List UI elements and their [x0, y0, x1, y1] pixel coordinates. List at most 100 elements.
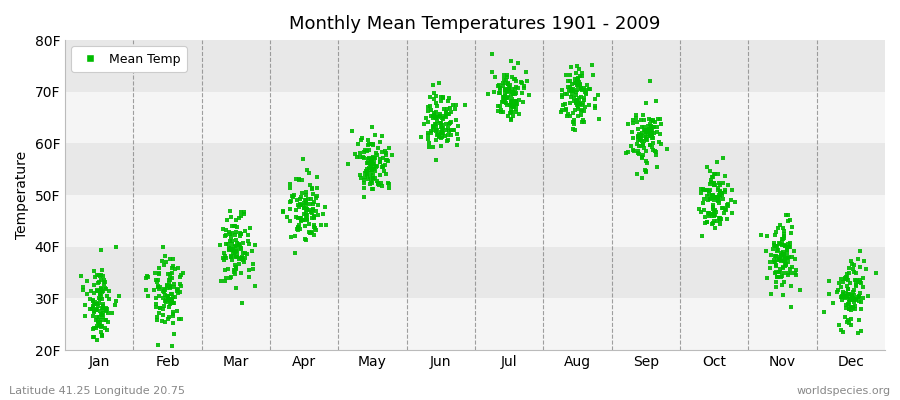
Point — [309, 227, 323, 234]
Point — [360, 147, 374, 154]
Point — [95, 267, 110, 274]
Point — [514, 79, 528, 85]
Point — [621, 121, 635, 127]
Point — [223, 231, 238, 237]
Bar — [65, 247, 885, 298]
Point — [854, 306, 868, 312]
Point — [493, 86, 508, 92]
Point — [78, 302, 93, 309]
Point — [503, 108, 517, 115]
Point — [508, 98, 523, 105]
Point — [760, 274, 775, 281]
Point — [79, 291, 94, 298]
Point — [840, 271, 854, 277]
Point — [230, 229, 244, 235]
Point — [834, 327, 849, 333]
Point — [168, 294, 183, 300]
Point — [494, 109, 508, 115]
Point — [697, 186, 711, 193]
Point — [301, 211, 315, 218]
Point — [851, 298, 866, 304]
Point — [649, 152, 663, 158]
Point — [835, 329, 850, 336]
Point — [502, 88, 517, 94]
Point — [230, 248, 244, 254]
Point — [94, 305, 109, 311]
Point — [366, 160, 381, 167]
Point — [776, 252, 790, 259]
Point — [307, 222, 321, 228]
Point — [561, 78, 575, 84]
Point — [295, 216, 310, 223]
Point — [575, 107, 590, 114]
Point — [634, 117, 648, 124]
Point — [86, 298, 100, 304]
Point — [826, 300, 841, 306]
Point — [362, 155, 376, 162]
Point — [574, 86, 589, 93]
Point — [770, 257, 784, 264]
Point — [868, 270, 883, 276]
Point — [371, 180, 385, 186]
Point — [228, 271, 242, 277]
Point — [308, 225, 322, 232]
Point — [306, 207, 320, 213]
Point — [650, 123, 664, 130]
Point — [159, 283, 174, 289]
Point — [347, 150, 362, 157]
Point — [280, 214, 294, 221]
Point — [631, 126, 645, 132]
Point — [707, 196, 722, 203]
Point — [651, 116, 665, 123]
Point — [853, 264, 868, 270]
Point — [500, 80, 515, 86]
Point — [439, 106, 454, 112]
Point — [724, 187, 739, 194]
Point — [432, 134, 446, 140]
Point — [437, 133, 452, 139]
Point — [728, 198, 742, 205]
Point — [163, 271, 177, 277]
Point — [300, 206, 314, 212]
Point — [844, 261, 859, 267]
Point — [90, 323, 104, 330]
Point — [93, 291, 107, 298]
Point — [297, 211, 311, 217]
Point — [512, 111, 526, 117]
Point — [95, 301, 110, 307]
Point — [234, 245, 248, 252]
Point — [560, 91, 574, 97]
Point — [776, 249, 790, 255]
Point — [438, 109, 453, 115]
Point — [83, 306, 97, 312]
Point — [493, 85, 508, 92]
Point — [831, 289, 845, 296]
Point — [712, 220, 726, 227]
Point — [777, 234, 791, 241]
Point — [414, 134, 428, 140]
Point — [221, 246, 236, 252]
Point — [637, 167, 652, 173]
Point — [842, 306, 856, 312]
Point — [74, 273, 88, 279]
Point — [227, 222, 241, 229]
Point — [218, 253, 232, 259]
Point — [158, 299, 173, 306]
Point — [654, 121, 669, 127]
Point — [297, 205, 311, 211]
Point — [555, 107, 570, 114]
Point — [840, 304, 854, 311]
Point — [370, 178, 384, 184]
Point — [165, 270, 179, 276]
Point — [109, 298, 123, 304]
Point — [504, 116, 518, 122]
Point — [90, 280, 104, 286]
Point — [842, 280, 857, 286]
Point — [648, 147, 662, 154]
Point — [302, 170, 317, 176]
Point — [634, 175, 649, 182]
Point — [851, 294, 866, 300]
Point — [152, 292, 166, 299]
Point — [376, 164, 391, 170]
Point — [230, 252, 245, 258]
